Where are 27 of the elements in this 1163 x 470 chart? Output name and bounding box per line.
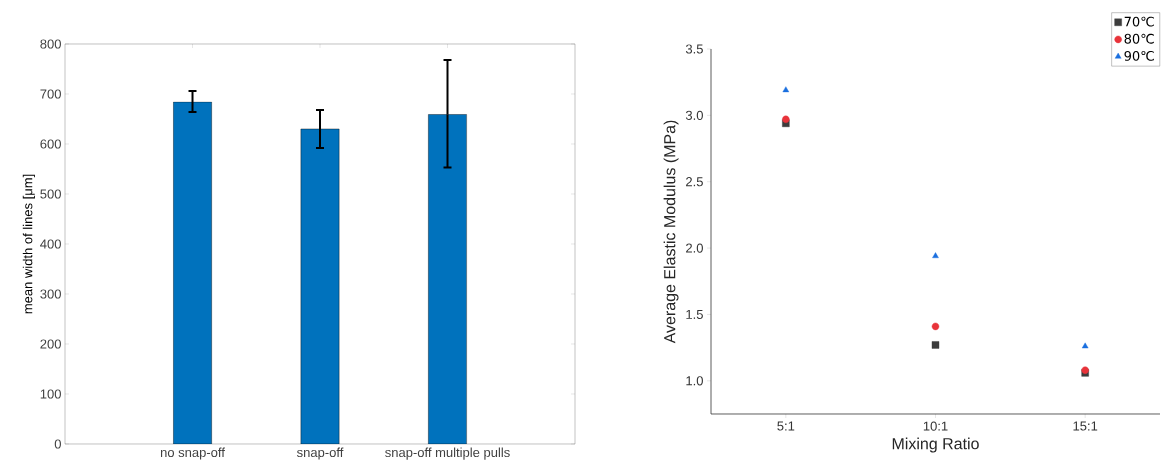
y-tick-label: 200 xyxy=(40,339,61,349)
y-tick-label: 700 xyxy=(40,89,61,99)
y-tick-label: 800 xyxy=(40,39,61,49)
y-tick-label: 1.5 xyxy=(686,309,703,319)
x-tick-label: 10:1 xyxy=(923,421,948,431)
y-axis-title: Average Elastic Modulus (MPa) xyxy=(663,120,679,344)
y-tick-label: 500 xyxy=(40,189,61,199)
x-tick-label: 5:1 xyxy=(777,421,795,431)
y-tick-label: 3.5 xyxy=(685,44,703,54)
legend-label: 80℃ xyxy=(1124,33,1154,44)
y-tick-label: 100 xyxy=(40,389,61,399)
legend-label: 70℃ xyxy=(1124,16,1154,27)
y-tick-label: 2.5 xyxy=(686,177,703,187)
y-tick-label: 400 xyxy=(40,239,61,249)
x-tick-label: snap-off multiple pulls xyxy=(385,447,510,460)
y-tick-label: 0 xyxy=(54,439,61,449)
y-tick-label: 300 xyxy=(40,289,61,299)
y-tick-label: 2.0 xyxy=(686,243,703,253)
x-tick-label: no snap-off xyxy=(160,447,225,460)
y-tick-label: 1.0 xyxy=(686,376,703,386)
x-axis-title: Mixing Ratio xyxy=(892,437,979,453)
y-tick-label: 600 xyxy=(40,139,61,149)
legend-label: 90℃ xyxy=(1124,50,1154,61)
x-tick-label: snap-off xyxy=(297,447,344,460)
y-tick-label: 3.0 xyxy=(685,110,703,120)
y-axis-title: mean width of lines [μm] xyxy=(22,174,35,314)
x-tick-label: 15:1 xyxy=(1073,421,1098,431)
